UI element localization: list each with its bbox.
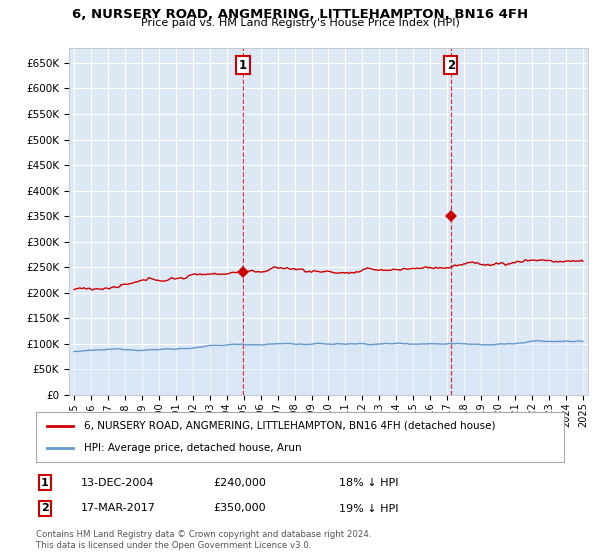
Text: This data is licensed under the Open Government Licence v3.0.: This data is licensed under the Open Gov… (36, 541, 311, 550)
Text: 19% ↓ HPI: 19% ↓ HPI (339, 503, 398, 514)
Text: HPI: Average price, detached house, Arun: HPI: Average price, detached house, Arun (83, 443, 301, 453)
Text: 2: 2 (447, 59, 455, 72)
Text: 6, NURSERY ROAD, ANGMERING, LITTLEHAMPTON, BN16 4FH: 6, NURSERY ROAD, ANGMERING, LITTLEHAMPTO… (72, 8, 528, 21)
Text: 18% ↓ HPI: 18% ↓ HPI (339, 478, 398, 488)
Text: 2: 2 (41, 503, 49, 514)
Text: £350,000: £350,000 (213, 503, 266, 514)
Text: 1: 1 (41, 478, 49, 488)
Text: £240,000: £240,000 (213, 478, 266, 488)
Text: 6, NURSERY ROAD, ANGMERING, LITTLEHAMPTON, BN16 4FH (detached house): 6, NURSERY ROAD, ANGMERING, LITTLEHAMPTO… (83, 421, 495, 431)
Text: Contains HM Land Registry data © Crown copyright and database right 2024.: Contains HM Land Registry data © Crown c… (36, 530, 371, 539)
Text: 1: 1 (239, 59, 247, 72)
Text: Price paid vs. HM Land Registry's House Price Index (HPI): Price paid vs. HM Land Registry's House … (140, 18, 460, 28)
Text: 17-MAR-2017: 17-MAR-2017 (81, 503, 156, 514)
Text: 13-DEC-2004: 13-DEC-2004 (81, 478, 155, 488)
